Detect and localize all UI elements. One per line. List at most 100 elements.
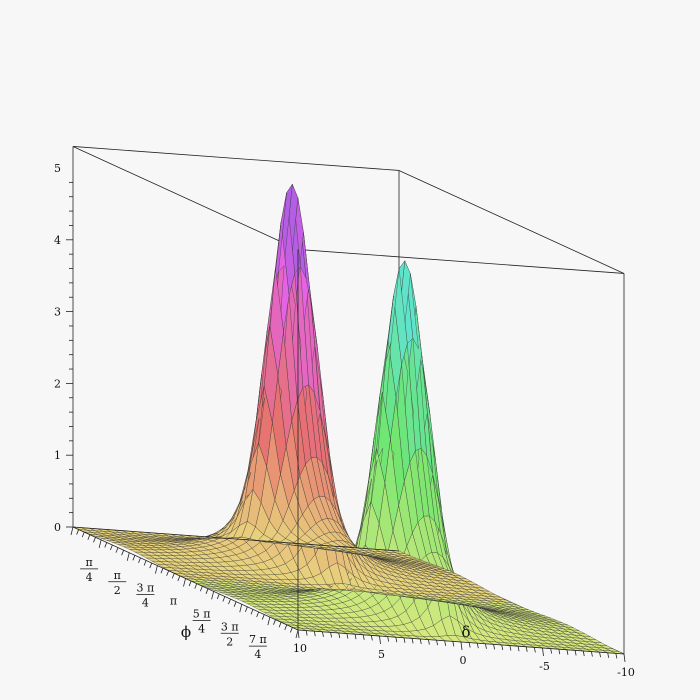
phi-tick: [154, 565, 158, 574]
delta-tick: [493, 644, 495, 650]
delta-tick: [550, 648, 553, 654]
delta-tick: [297, 629, 300, 639]
delta-tick-label: 10: [293, 642, 307, 655]
surface-mesh: [72, 183, 625, 655]
delta-tick: [452, 641, 455, 647]
delta-tick: [558, 649, 561, 655]
phi-tick: [228, 598, 231, 605]
delta-tick-label: 0: [460, 654, 467, 667]
z-tick-label: 3: [54, 306, 61, 319]
delta-tick: [517, 646, 520, 652]
z-tick-label: 5: [54, 162, 61, 175]
z-tick-label: 1: [54, 449, 61, 462]
delta-tick: [330, 632, 332, 638]
phi-tick: [132, 555, 136, 561]
phi-tick: [250, 609, 254, 615]
phi-tick: [98, 539, 102, 548]
axis-labels: δ ϕ: [181, 623, 471, 641]
delta-tick: [379, 635, 381, 645]
delta-tick: [607, 652, 610, 658]
delta-tick: [566, 649, 569, 655]
phi-tick: [93, 537, 96, 543]
delta-tick: [305, 630, 308, 636]
phi-tick: [81, 532, 85, 538]
delta-tick: [582, 650, 585, 657]
phi-tick: [267, 617, 271, 626]
phi-tick: [222, 596, 226, 602]
delta-tick: [501, 644, 504, 651]
phi-tick: [87, 534, 91, 540]
delta-tick: [460, 641, 463, 651]
delta-tick: [476, 643, 479, 649]
phi-tick: [256, 611, 259, 618]
delta-tick: [623, 653, 626, 663]
delta-tick: [574, 650, 577, 656]
phi-tick-label-den: 2: [226, 635, 233, 648]
phi-tick: [290, 627, 293, 633]
phi-tick-label: 3 π: [221, 620, 239, 633]
phi-tick: [261, 614, 265, 620]
delta-tick: [395, 637, 398, 643]
phi-tick: [149, 562, 153, 569]
delta-tick: [419, 638, 422, 645]
phi-tick: [278, 622, 282, 628]
delta-tick: [370, 635, 373, 641]
phi-tick: [233, 601, 237, 607]
box-edge-6: [72, 146, 299, 250]
phi-tick: [194, 583, 198, 589]
phi-tick-label-den: 4: [198, 622, 205, 635]
delta-tick: [436, 640, 438, 646]
delta-tick: [509, 645, 512, 651]
delta-tick-label: -10: [617, 666, 635, 679]
phi-tick: [121, 550, 124, 556]
delta-tick-label: -5: [539, 660, 550, 673]
z-tick-label: 4: [54, 234, 61, 247]
box-edge-3: [72, 146, 400, 171]
delta-tick: [591, 651, 593, 657]
delta-tick: [428, 639, 430, 645]
phi-tick: [205, 588, 209, 594]
phi-tick-label: 3 π: [137, 582, 155, 595]
phi-tick: [115, 547, 119, 553]
delta-tick: [354, 634, 357, 640]
phi-tick-label: 7 π: [249, 633, 267, 646]
phi-tick-label: π: [114, 569, 121, 582]
x-axis-label: δ: [461, 623, 470, 641]
phi-tick: [200, 586, 203, 592]
delta-tick: [387, 636, 390, 642]
phi-tick-label-den: 4: [254, 648, 261, 661]
phi-tick: [76, 529, 79, 535]
phi-tick: [188, 580, 192, 587]
delta-tick: [599, 652, 601, 658]
phi-tick-label-den: 4: [86, 571, 93, 584]
phi-tick: [171, 573, 175, 579]
phi-tick: [239, 604, 243, 613]
box-edge-4: [398, 170, 625, 274]
phi-tick: [166, 570, 169, 576]
delta-tick: [346, 633, 349, 639]
delta-tick: [411, 638, 414, 644]
phi-tick: [216, 593, 220, 600]
phi-tick: [143, 560, 147, 566]
phi-tick: [126, 552, 130, 561]
phi-tick-label-den: 2: [114, 584, 121, 597]
phi-tick: [138, 557, 141, 564]
phi-tick: [177, 575, 181, 582]
delta-tick: [533, 647, 536, 653]
delta-tick: [444, 640, 447, 646]
z-tick-label: 2: [54, 377, 61, 390]
phi-tick: [245, 606, 248, 612]
y-axis-label: ϕ: [181, 623, 191, 641]
phi-tick-label-den: 4: [142, 597, 149, 610]
phi-tick: [211, 591, 215, 600]
delta-tick: [322, 631, 324, 637]
phi-tick: [284, 624, 288, 630]
delta-tick: [525, 646, 528, 652]
phi-tick: [273, 619, 276, 625]
phi-tick-label: π: [86, 556, 93, 569]
box-front-edge-2: [72, 526, 400, 552]
box-edge-5: [297, 249, 625, 274]
delta-tick: [403, 637, 406, 643]
phi-tick-label: 5 π: [193, 607, 211, 620]
